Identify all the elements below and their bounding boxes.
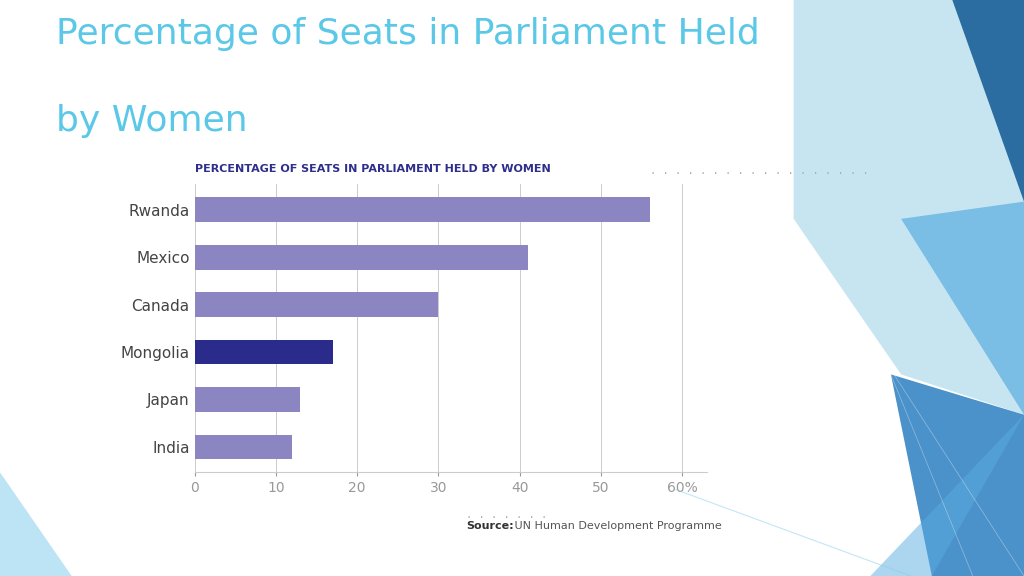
- Text: UN Human Development Programme: UN Human Development Programme: [511, 521, 722, 531]
- Bar: [195, 434, 292, 459]
- Bar: [195, 387, 300, 412]
- Text: Source:: Source:: [466, 521, 514, 531]
- Bar: [195, 198, 649, 222]
- Text: by Women: by Women: [56, 104, 248, 138]
- Bar: [195, 292, 438, 317]
- Text: . . . . . . .: . . . . . . .: [466, 510, 547, 520]
- Text: PERCENTAGE OF SEATS IN PARLIAMENT HELD BY WOMEN: PERCENTAGE OF SEATS IN PARLIAMENT HELD B…: [195, 164, 550, 174]
- Bar: [195, 340, 333, 365]
- Bar: [195, 245, 527, 270]
- Text: . . . . . . . . . . . . . . . . . .: . . . . . . . . . . . . . . . . . .: [650, 166, 869, 176]
- Text: Percentage of Seats in Parliament Held: Percentage of Seats in Parliament Held: [56, 17, 760, 51]
